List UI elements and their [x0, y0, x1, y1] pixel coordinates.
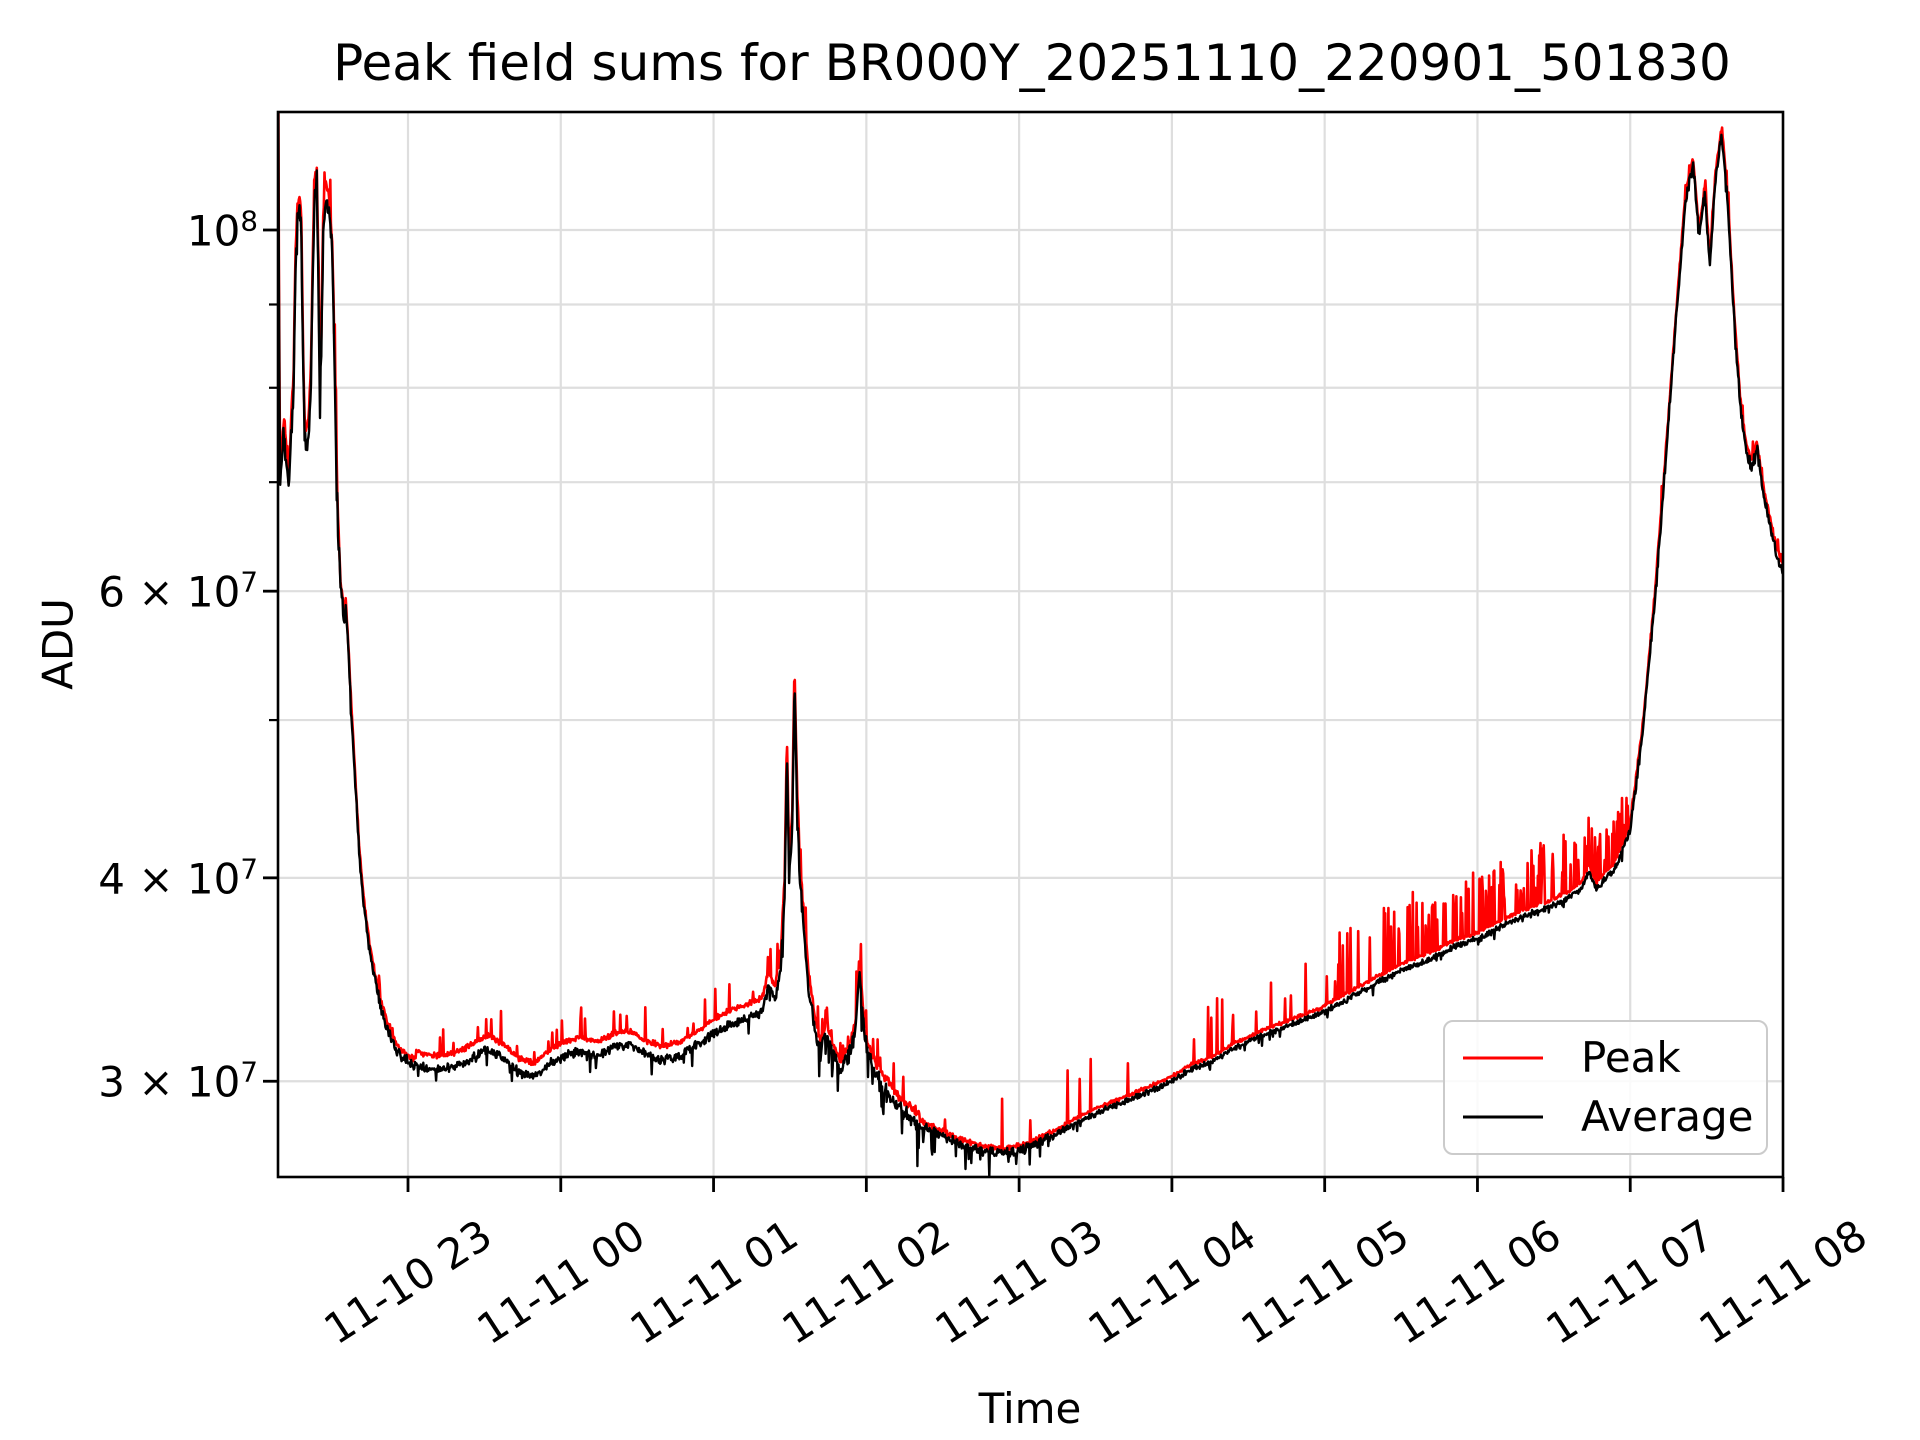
tick-marks — [263, 228, 1785, 1192]
y-tick-label-3: 3 × 107 — [98, 1055, 258, 1107]
y-axis-label: ADU — [33, 598, 83, 690]
legend: Peak Average — [1443, 1020, 1768, 1155]
peak-legend-line — [1463, 1056, 1543, 1060]
peak-series-line — [278, 112, 1783, 1153]
plot-border — [276, 110, 1785, 1179]
average-legend-line — [1463, 1115, 1543, 1119]
gridlines — [278, 112, 1785, 1177]
average-series-line — [278, 112, 1783, 1177]
x-axis-label: Time — [978, 1384, 1082, 1433]
y-tick-label-0: 108 — [186, 204, 258, 256]
chart-title: Peak field sums for BR000Y_20251110_2209… — [333, 34, 1731, 92]
legend-label-peak: Peak — [1581, 1032, 1681, 1082]
y-tick-label-2: 4 × 107 — [98, 852, 258, 904]
legend-item-average: Average — [1461, 1096, 1760, 1138]
legend-label-average: Average — [1581, 1092, 1754, 1142]
y-tick-label-1: 6 × 107 — [98, 565, 258, 617]
legend-item-peak: Peak — [1461, 1032, 1760, 1082]
